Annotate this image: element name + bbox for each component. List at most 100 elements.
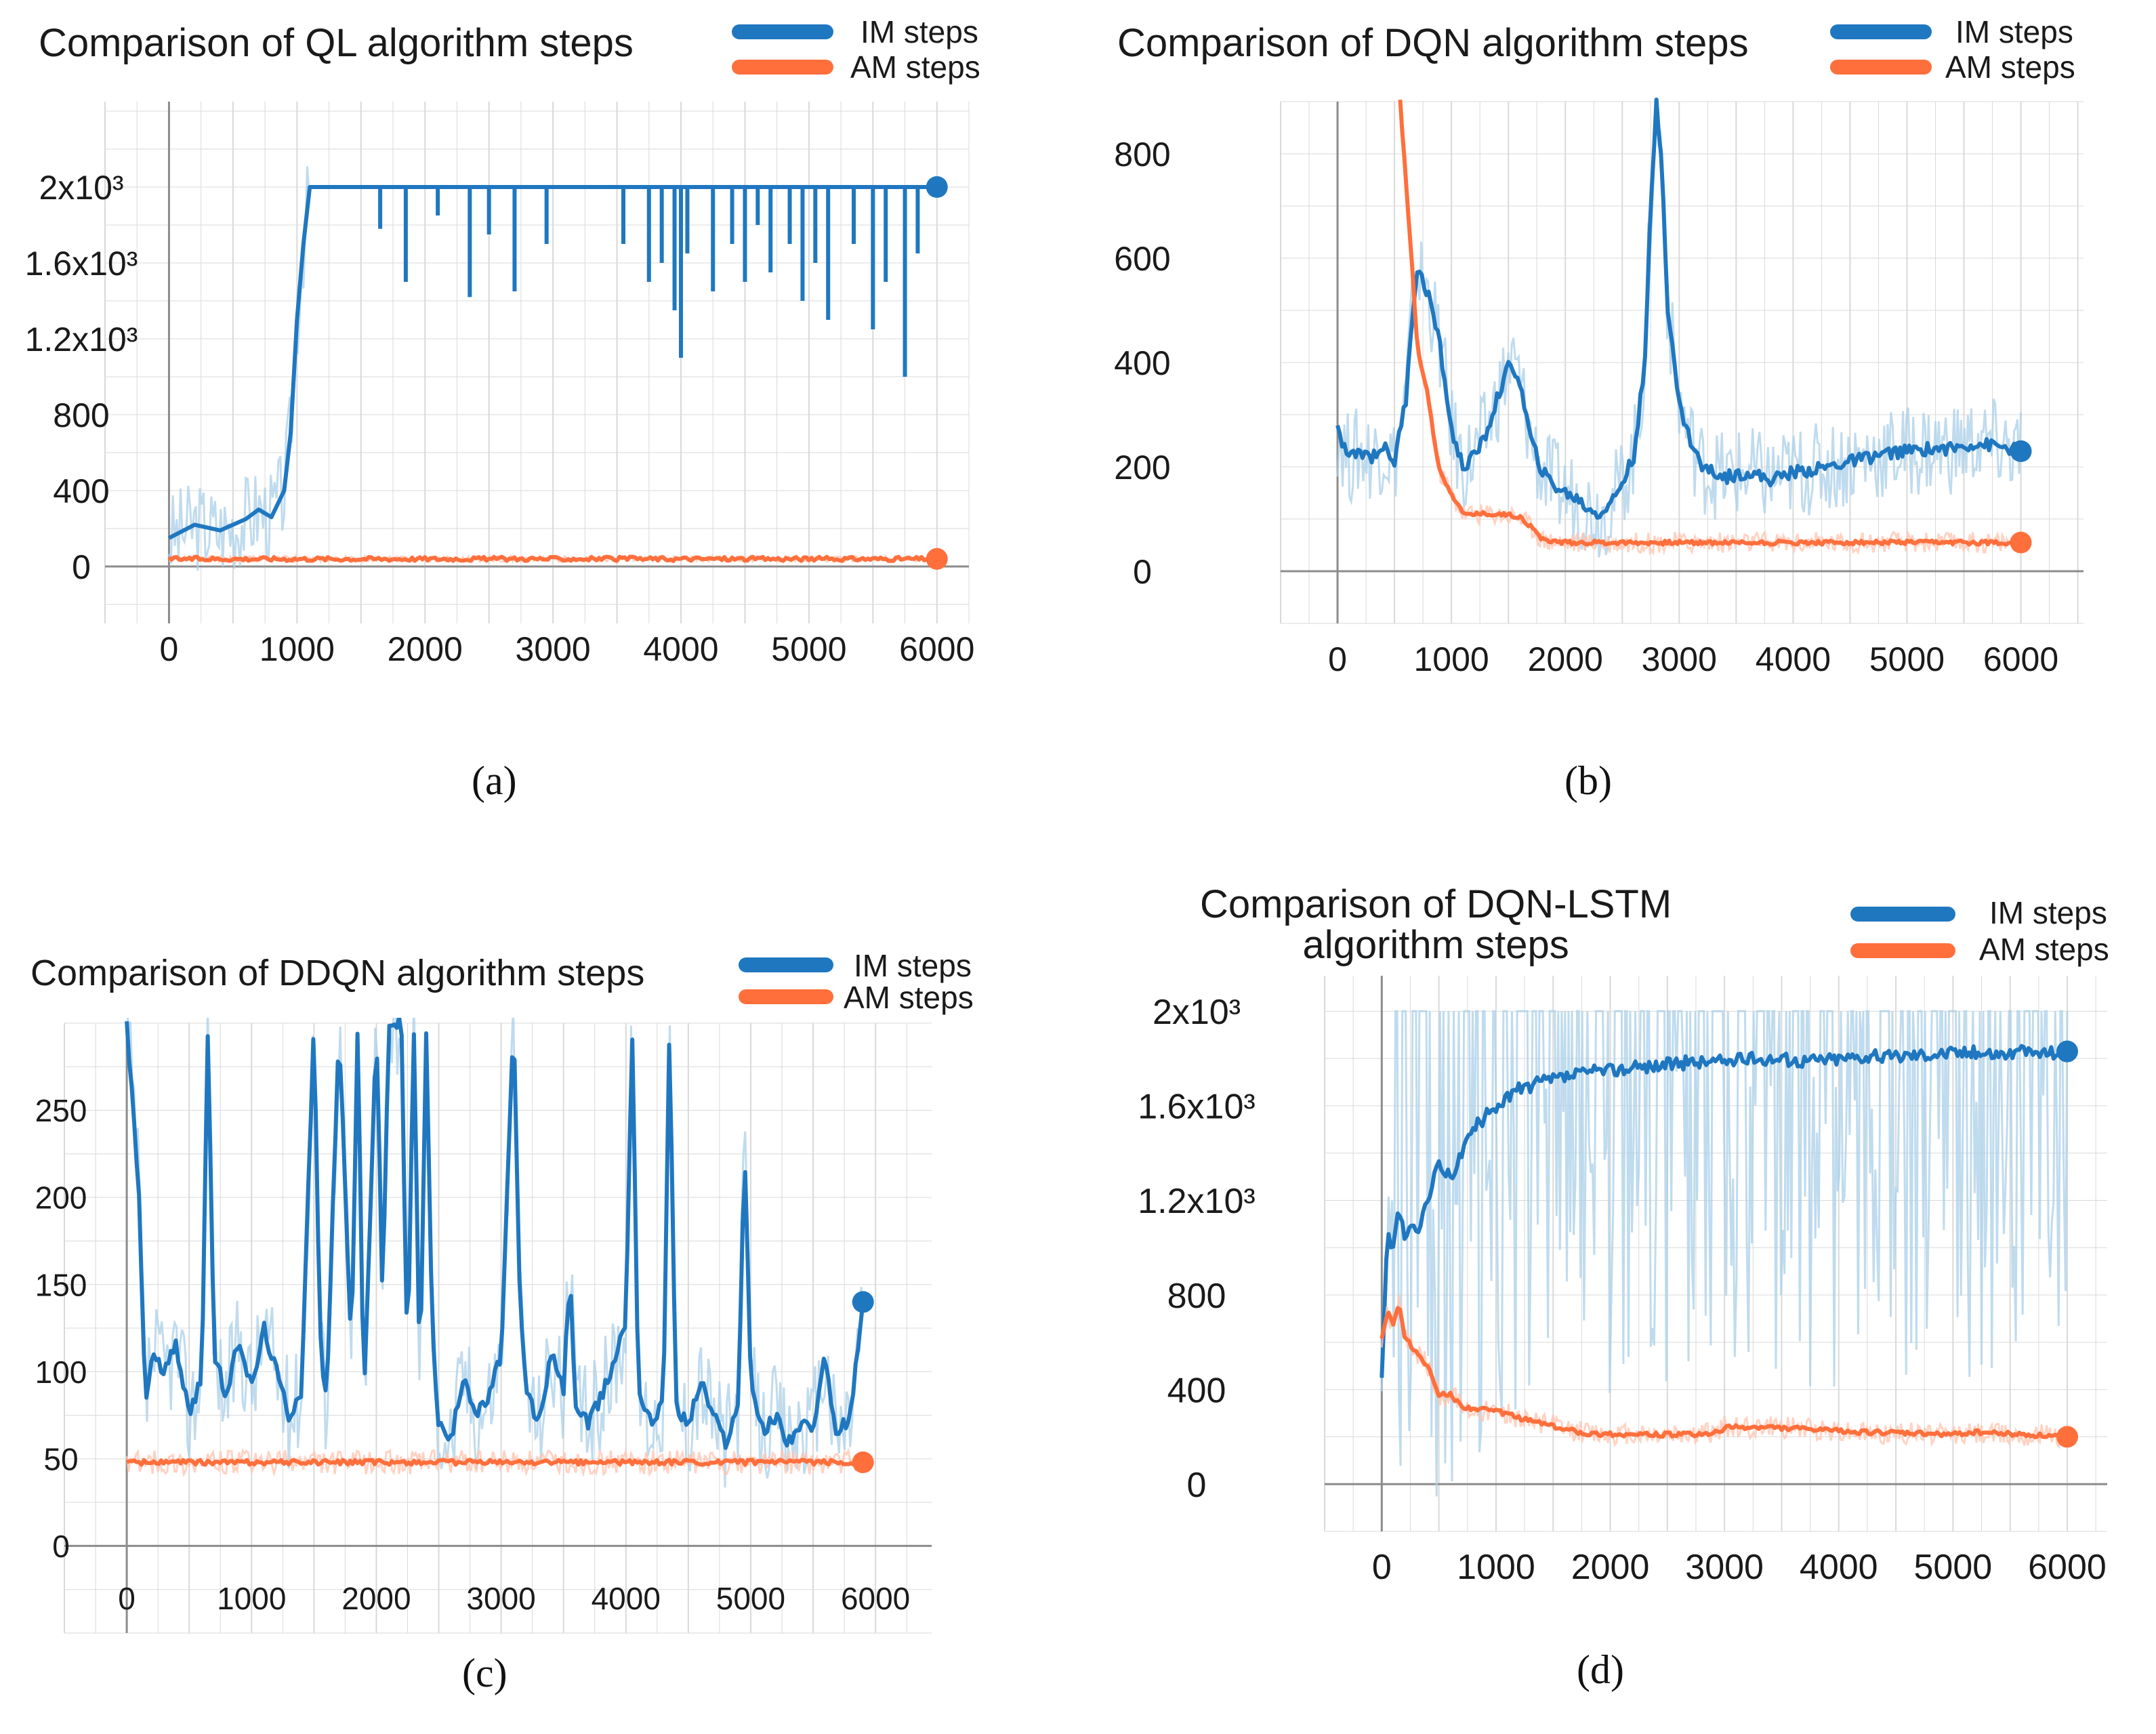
chart-panel-b: Comparison of DQN algorithm steps IM ste… <box>1078 0 2156 867</box>
chart-title: Comparison of DQN-LSTM algorithm steps <box>1200 882 1672 967</box>
chart-plot-b: 0 1000 2000 3000 4000 5000 6000 0 200 400 600 800 <box>1114 97 2084 678</box>
x-tick-label: 1000 <box>1457 1548 1535 1587</box>
x-tick-label: 6000 <box>841 1581 910 1616</box>
y-tick-label: 1.2x10³ <box>1138 1182 1255 1221</box>
x-tick-label: 2000 <box>388 630 463 668</box>
y-tick-label: 0 <box>52 1529 70 1564</box>
chart-panel-c: Comparison of DDQN algorithm steps IM st… <box>0 867 1078 1734</box>
x-tick-label: 4000 <box>643 630 718 668</box>
y-tick-label: 400 <box>1114 344 1170 382</box>
x-tick-label: 0 <box>1372 1548 1392 1587</box>
caption-c: (c) <box>462 1651 507 1695</box>
im-end-marker <box>2056 1040 2078 1062</box>
y-tick-label: 2x10³ <box>1153 993 1241 1032</box>
legend-am-swatch <box>739 989 833 1004</box>
am-line <box>1380 1306 2068 1440</box>
im-line <box>1335 97 2023 520</box>
y-tick-label: 0 <box>1187 1466 1207 1505</box>
im-line <box>125 1018 865 1450</box>
legend-am-swatch <box>1850 943 1955 958</box>
x-tick-label: 0 <box>160 630 179 668</box>
im-raw-line <box>126 1018 865 1488</box>
legend-im <box>739 957 833 972</box>
x-tick-label: 2000 <box>1571 1548 1650 1587</box>
series-am <box>125 1447 865 1478</box>
y-tick-label: 0 <box>72 548 91 586</box>
x-tick-label: 0 <box>1328 640 1347 678</box>
am-line <box>1398 100 2023 547</box>
x-tick-label: 2000 <box>1528 640 1603 678</box>
legend-im-label: IM steps <box>1955 14 2073 49</box>
chart-panel-d: Comparison of DQN-LSTM algorithm steps I… <box>1078 867 2156 1734</box>
x-tick-label: 5000 <box>771 630 846 668</box>
legend-am <box>1850 943 1955 958</box>
im-end-marker <box>926 176 948 198</box>
y-tick-label: 200 <box>35 1180 87 1216</box>
x-tick-label: 3000 <box>466 1581 535 1616</box>
legend-am-label: AM steps <box>1945 49 2075 85</box>
im-end-marker <box>852 1291 874 1313</box>
x-tick-label: 1000 <box>260 630 335 668</box>
x-tick-label: 4000 <box>592 1581 661 1616</box>
legend-im-swatch <box>739 957 833 972</box>
y-tick-label: 50 <box>43 1441 78 1477</box>
legend-im <box>1850 907 1955 922</box>
am-line <box>167 554 939 563</box>
legend-am-label: AM steps <box>850 49 980 85</box>
am-end-marker <box>852 1451 874 1473</box>
x-tick-label: 5000 <box>1914 1548 1993 1587</box>
x-tick-label: 5000 <box>1869 640 1945 678</box>
x-tick-label: 6000 <box>2028 1548 2107 1587</box>
legend-im-label: IM steps <box>861 14 978 49</box>
x-tick-label: 6000 <box>1983 640 2058 678</box>
im-line <box>168 185 937 540</box>
x-tick-label: 1000 <box>1414 640 1489 678</box>
legend-im <box>1830 24 1932 39</box>
legend-am <box>732 60 833 75</box>
im-raw-line <box>1336 98 2023 558</box>
series-im <box>1380 1010 2069 1497</box>
am-end-marker <box>2056 1426 2078 1448</box>
series-am <box>1398 100 2023 556</box>
series-am <box>167 553 939 564</box>
y-tick-label: 1.2x10³ <box>25 321 138 358</box>
y-tick-label: 800 <box>1167 1277 1226 1316</box>
y-tick-label: 800 <box>1114 136 1170 173</box>
im-end-marker <box>2010 440 2032 462</box>
series-im <box>167 166 937 571</box>
caption-d: (d) <box>1577 1647 1624 1692</box>
im-raw-line <box>1380 1010 2069 1497</box>
chart-panel-a: Comparison of QL algorithm steps IM step… <box>0 0 1078 867</box>
am-end-marker <box>926 548 948 570</box>
y-tick-label: 1.6x10³ <box>25 245 138 283</box>
series-im <box>125 1018 865 1488</box>
legend-am-label: AM steps <box>1979 932 2109 967</box>
x-tick-label: 3000 <box>1685 1548 1764 1587</box>
legend-im <box>732 24 833 39</box>
y-tick-label: 400 <box>1167 1371 1226 1410</box>
y-tick-label: 1.6x10³ <box>1138 1088 1255 1127</box>
y-tick-label: 800 <box>53 396 109 434</box>
x-tick-label: 4000 <box>1800 1548 1878 1587</box>
y-tick-label: 0 <box>1133 553 1152 591</box>
legend-am-label: AM steps <box>844 980 974 1015</box>
legend-im-swatch <box>1850 907 1955 922</box>
am-raw-line <box>1399 110 2023 556</box>
grid <box>64 1023 932 1634</box>
y-tick-label: 600 <box>1114 240 1170 278</box>
legend-am-swatch <box>732 60 833 75</box>
x-tick-label: 3000 <box>1642 640 1717 678</box>
series-am <box>1380 1294 2069 1449</box>
x-tick-label: 2000 <box>341 1581 411 1616</box>
x-tick-label: 3000 <box>515 630 590 668</box>
legend-im-swatch <box>732 24 833 39</box>
legend-am <box>1830 60 1932 75</box>
chart-plot-c: 0 1000 2000 3000 4000 5000 6000 0 50 100 150 200 250 <box>35 1018 932 1634</box>
legend-im-swatch <box>1830 24 1932 39</box>
im-line <box>1380 1044 2069 1378</box>
x-tick-label: 5000 <box>716 1581 785 1616</box>
legend-am <box>739 989 833 1004</box>
chart-title: Comparison of QL algorithm steps <box>39 21 634 65</box>
caption-a: (a) <box>472 758 517 803</box>
chart-title: Comparison of DDQN algorithm steps <box>30 953 645 993</box>
